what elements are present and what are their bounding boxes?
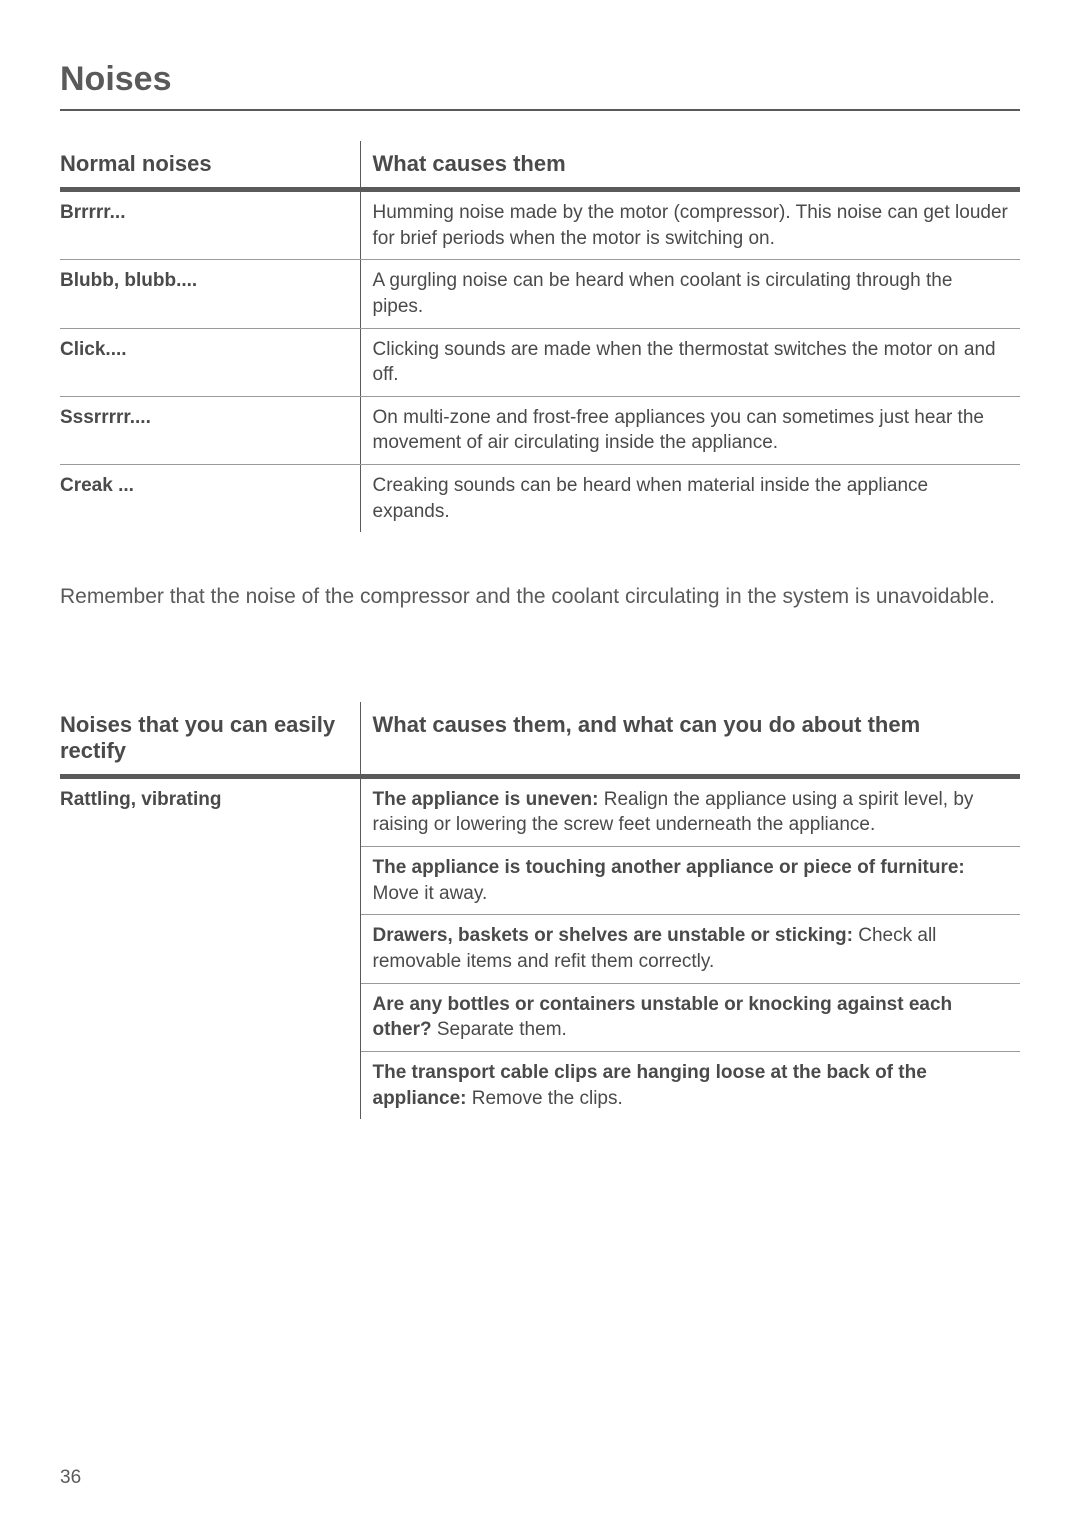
noise-cell: Sssrrrrr.... (60, 396, 360, 464)
cause-cell: Creaking sounds can be heard when materi… (360, 465, 1020, 533)
cause-bold: Drawers, baskets or shelves are unstable… (373, 925, 853, 946)
normal-noises-table: Normal noises What causes them Brrrrr...… (60, 141, 1020, 532)
page-number: 36 (60, 1467, 81, 1489)
noise-cell: Click.... (60, 328, 360, 396)
normal-table-header-cause: What causes them (360, 141, 1020, 190)
noise-cell: Creak ... (60, 465, 360, 533)
cause-cell: Clicking sounds are made when the thermo… (360, 328, 1020, 396)
rectify-table-header-cause: What causes them, and what can you do ab… (360, 702, 1020, 777)
rectify-table-header-noise: Noises that you can easily rectify (60, 702, 360, 777)
note-text: Remember that the noise of the compresso… (60, 582, 1020, 611)
cause-cell: The appliance is uneven: Realign the app… (360, 776, 1020, 846)
table-row: Brrrrr... Humming noise made by the moto… (60, 190, 1020, 260)
cause-cell: Drawers, baskets or shelves are unstable… (360, 915, 1020, 983)
table-row: Click.... Clicking sounds are made when … (60, 328, 1020, 396)
cause-cell: The transport cable clips are hanging lo… (360, 1051, 1020, 1119)
page-title: Noises (60, 60, 1020, 111)
table-row: Blubb, blubb.... A gurgling noise can be… (60, 260, 1020, 328)
cause-bold: The appliance is touching another applia… (373, 857, 965, 878)
normal-table-header-noise: Normal noises (60, 141, 360, 190)
cause-cell: Humming noise made by the motor (compres… (360, 190, 1020, 260)
rectify-noises-table: Noises that you can easily rectify What … (60, 702, 1020, 1119)
cause-cell: The appliance is touching another applia… (360, 847, 1020, 915)
cause-bold: The appliance is uneven: (373, 789, 599, 810)
noise-cell: Rattling, vibrating (60, 776, 360, 1119)
cause-cell: On multi-zone and frost-free appliances … (360, 396, 1020, 464)
cause-rest: Remove the clips. (466, 1088, 622, 1109)
table-row: Sssrrrrr.... On multi-zone and frost-fre… (60, 396, 1020, 464)
cause-rest: Move it away. (373, 883, 488, 904)
cause-cell: Are any bottles or containers unstable o… (360, 983, 1020, 1051)
table-row: Creak ... Creaking sounds can be heard w… (60, 465, 1020, 533)
cause-bold: The transport cable clips are hanging lo… (373, 1062, 927, 1109)
cause-cell: A gurgling noise can be heard when coola… (360, 260, 1020, 328)
noise-cell: Brrrrr... (60, 190, 360, 260)
noise-cell: Blubb, blubb.... (60, 260, 360, 328)
table-row: Rattling, vibrating The appliance is une… (60, 776, 1020, 846)
cause-rest: Separate them. (432, 1019, 567, 1040)
